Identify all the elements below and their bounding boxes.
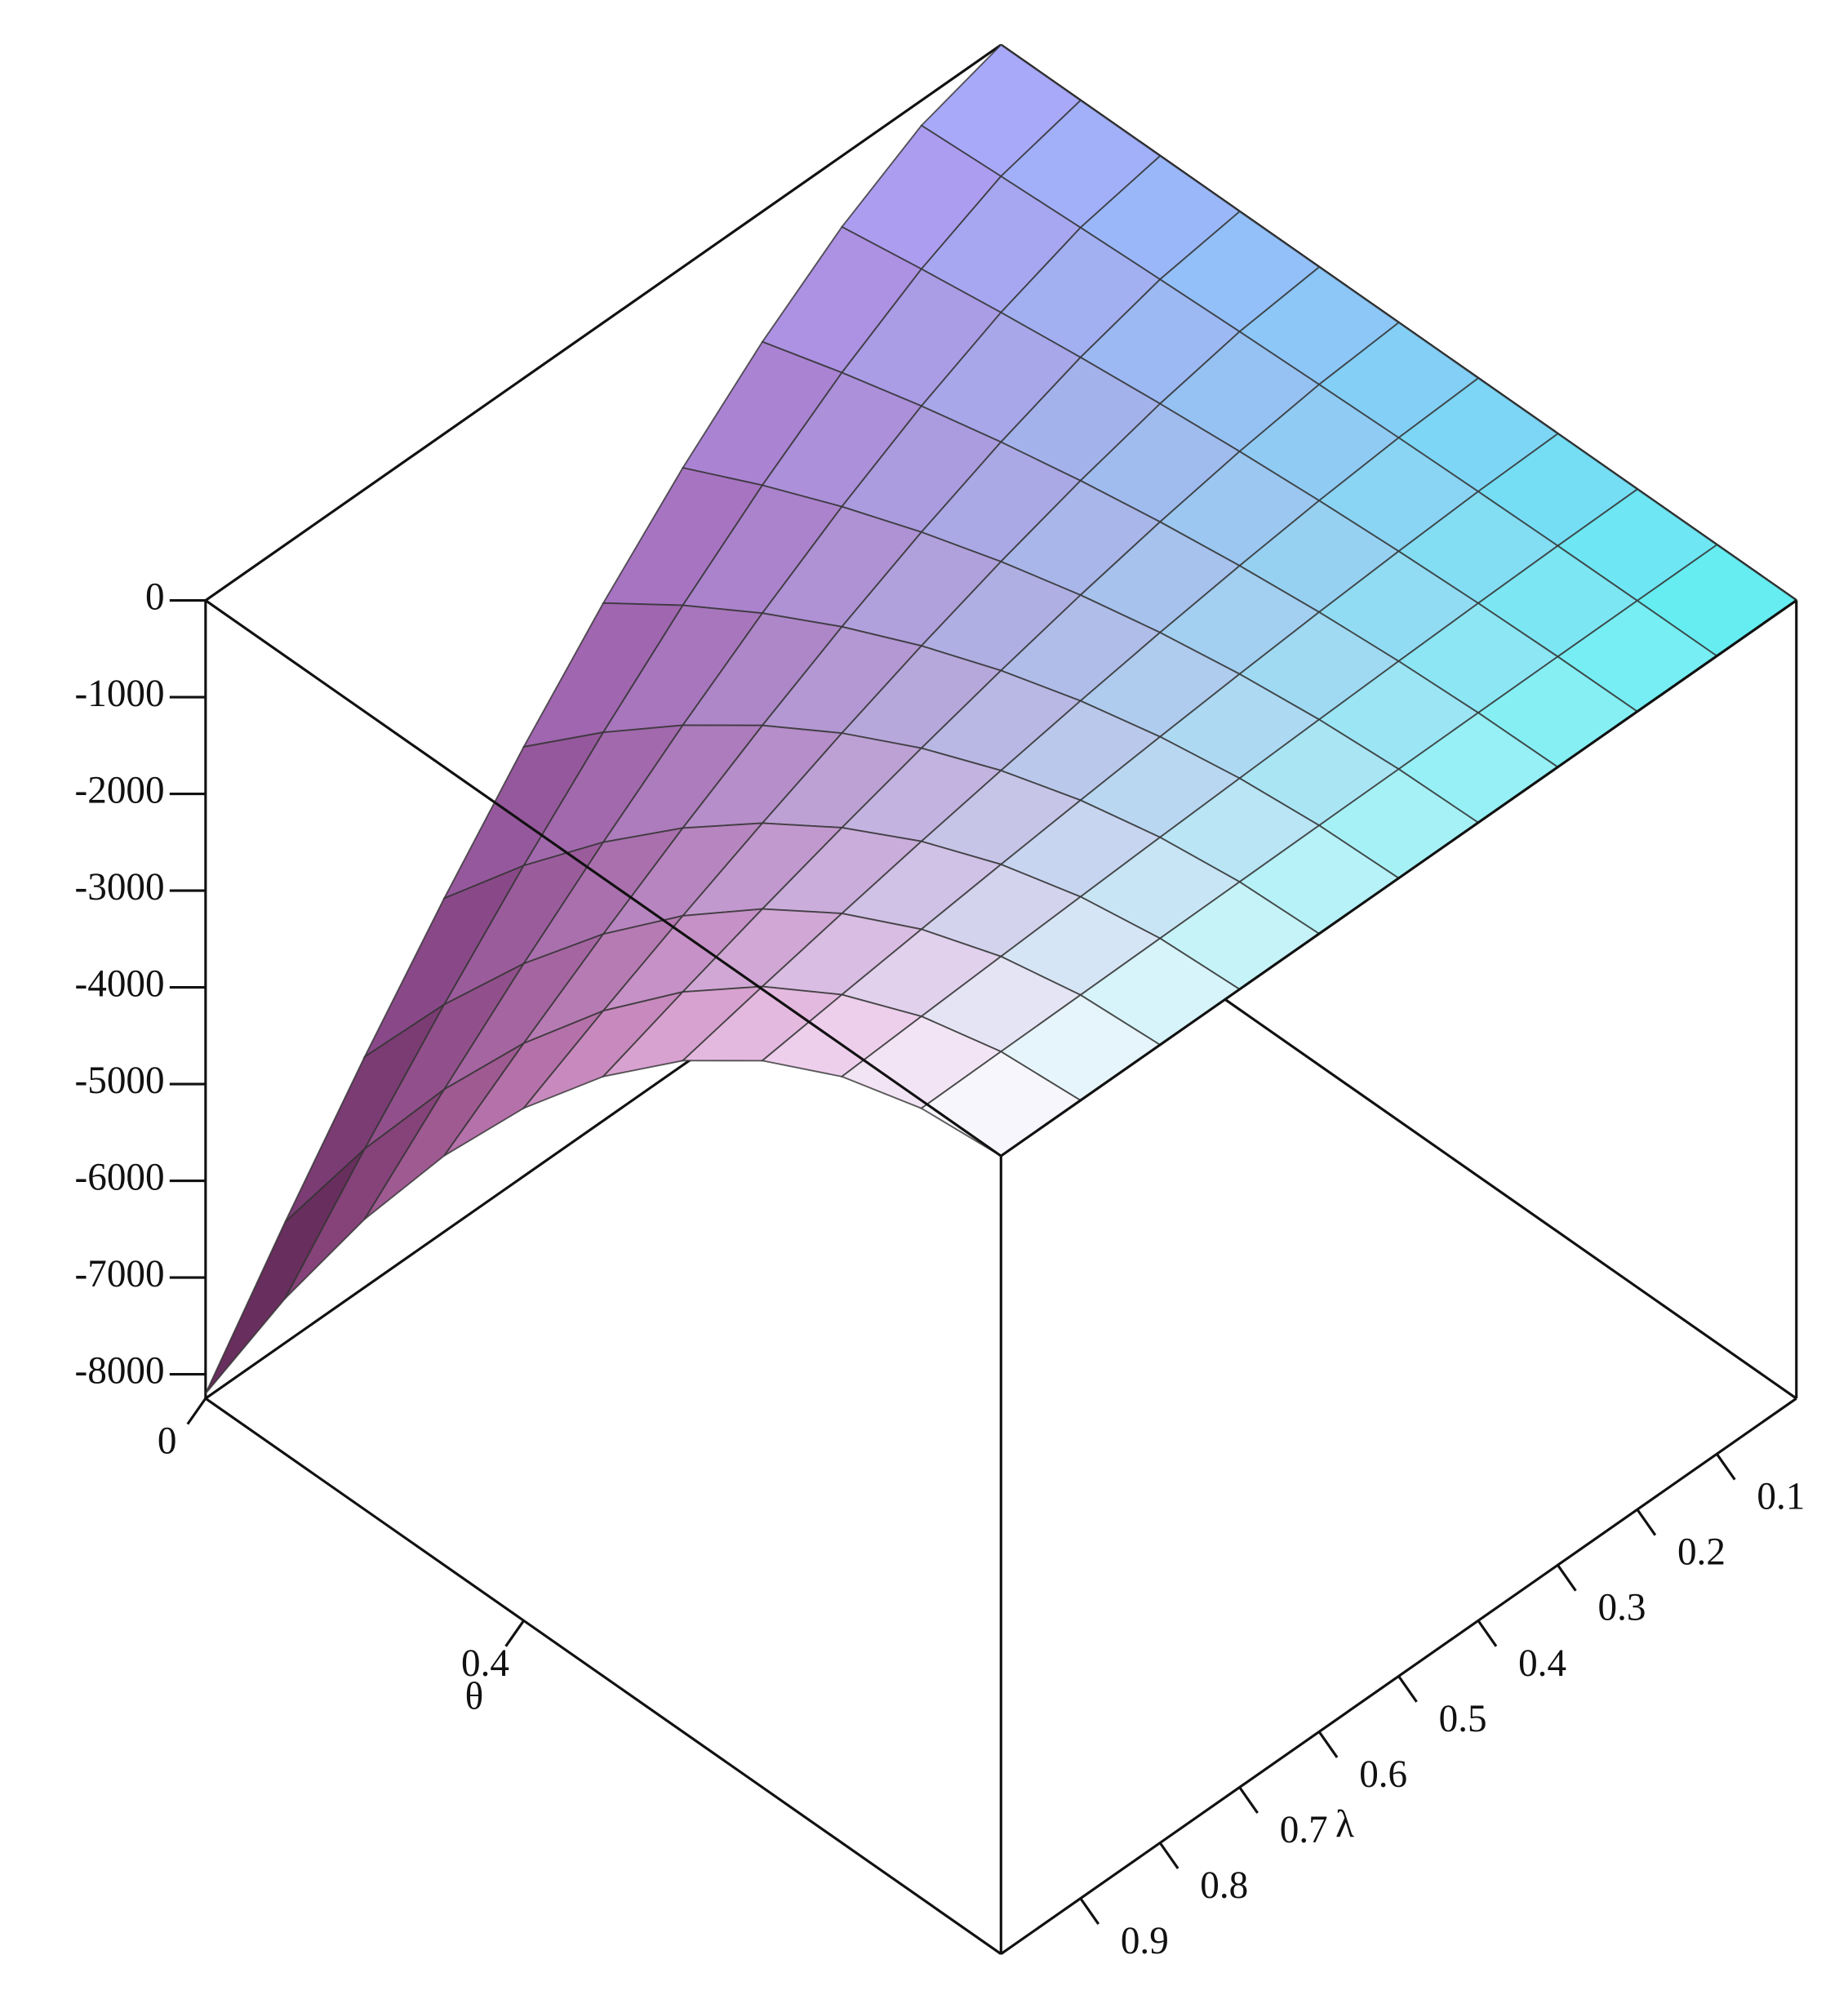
y-tick-label: 0.6 bbox=[1359, 1753, 1407, 1796]
y-tick bbox=[1477, 1620, 1498, 1647]
surface bbox=[204, 43, 1798, 1394]
x-axis-label: θ bbox=[465, 1676, 484, 1718]
box-edge bbox=[204, 1397, 1002, 1955]
box-edge bbox=[204, 599, 1002, 1157]
front-layer: 0 -1000 -2000 -3000 -4000 -5000 -6000 -7000 -800… bbox=[75, 575, 1806, 1962]
y-tick-label: 0.4 bbox=[1518, 1642, 1566, 1685]
y-tick bbox=[1158, 1842, 1179, 1869]
y-tick-label: 0.2 bbox=[1677, 1531, 1726, 1574]
z-tick-label: -4000 bbox=[75, 962, 165, 1005]
z-tick-label: -1000 bbox=[75, 673, 165, 715]
box-edge bbox=[1000, 1397, 1797, 1955]
x-tick-label: 0.4 bbox=[461, 1642, 509, 1685]
surface-face bbox=[204, 1148, 366, 1394]
z-tick-label: -8000 bbox=[75, 1349, 165, 1392]
z-tick-label: -6000 bbox=[75, 1156, 165, 1198]
y-tick-label: 0.5 bbox=[1439, 1698, 1487, 1740]
y-tick-label: 0.8 bbox=[1200, 1864, 1248, 1907]
box-edge bbox=[204, 43, 1002, 602]
y-tick bbox=[1397, 1675, 1418, 1703]
y-tick bbox=[1716, 1453, 1736, 1481]
x-tick-label: 0 bbox=[158, 1420, 177, 1463]
y-tick-label: 0.7 bbox=[1280, 1809, 1328, 1851]
y-tick bbox=[1557, 1564, 1577, 1592]
z-tick-label: -5000 bbox=[75, 1060, 165, 1102]
y-tick bbox=[1079, 1897, 1100, 1925]
y-tick-label: 0.3 bbox=[1598, 1587, 1646, 1629]
z-tick-label: -7000 bbox=[75, 1253, 165, 1295]
y-axis-label: λ bbox=[1335, 1803, 1354, 1846]
z-tick-label: 0 bbox=[145, 575, 165, 618]
x-tick bbox=[504, 1620, 525, 1647]
box-edge bbox=[1000, 599, 1797, 1157]
z-tick-label: -2000 bbox=[75, 769, 165, 811]
y-tick-label: 0.1 bbox=[1757, 1476, 1805, 1518]
y-tick bbox=[1238, 1786, 1259, 1814]
y-tick bbox=[1317, 1731, 1339, 1758]
y-tick-label: 0.9 bbox=[1121, 1920, 1169, 1962]
y-tick bbox=[1636, 1508, 1657, 1536]
z-tick-label: -3000 bbox=[75, 866, 165, 909]
x-tick bbox=[186, 1397, 207, 1425]
